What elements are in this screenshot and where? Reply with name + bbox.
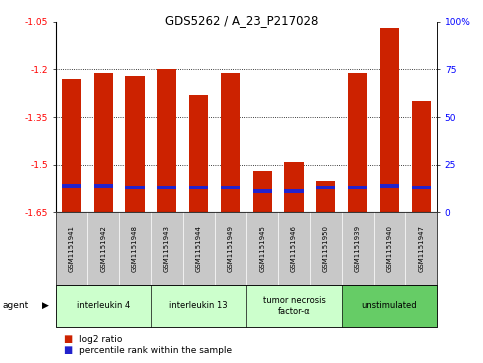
Bar — [126, 76, 144, 212]
Bar — [189, 95, 208, 212]
Bar — [284, 189, 303, 193]
Text: GSM1151947: GSM1151947 — [418, 225, 424, 272]
Text: ■: ■ — [63, 334, 72, 344]
Bar — [412, 101, 431, 212]
Bar — [253, 171, 272, 212]
Text: log2 ratio: log2 ratio — [79, 335, 122, 344]
Bar — [380, 28, 399, 212]
Text: tumor necrosis
factor-α: tumor necrosis factor-α — [263, 296, 326, 315]
Bar — [221, 185, 240, 189]
Text: interleukin 13: interleukin 13 — [170, 301, 228, 310]
Text: GSM1151941: GSM1151941 — [69, 225, 74, 272]
Bar — [284, 162, 303, 212]
Text: GSM1151942: GSM1151942 — [100, 225, 106, 272]
Bar — [94, 184, 113, 188]
Bar — [412, 185, 431, 189]
Bar — [253, 189, 272, 193]
Text: percentile rank within the sample: percentile rank within the sample — [79, 346, 232, 355]
Bar — [221, 73, 240, 212]
Bar — [94, 73, 113, 212]
Text: interleukin 4: interleukin 4 — [77, 301, 130, 310]
Text: GSM1151940: GSM1151940 — [386, 225, 392, 272]
Bar — [62, 184, 81, 188]
Bar — [157, 185, 176, 189]
Text: GSM1151944: GSM1151944 — [196, 225, 201, 272]
Bar — [157, 69, 176, 212]
Bar — [126, 185, 144, 189]
Text: GSM1151946: GSM1151946 — [291, 225, 297, 272]
Text: agent: agent — [2, 301, 28, 310]
Text: GSM1151943: GSM1151943 — [164, 225, 170, 272]
Text: GSM1151949: GSM1151949 — [227, 225, 233, 272]
Bar — [348, 73, 367, 212]
Bar — [348, 185, 367, 189]
Text: GDS5262 / A_23_P217028: GDS5262 / A_23_P217028 — [165, 15, 318, 28]
Bar — [316, 181, 335, 212]
Bar — [62, 79, 81, 212]
Bar — [189, 185, 208, 189]
Text: GSM1151948: GSM1151948 — [132, 225, 138, 272]
Text: GSM1151939: GSM1151939 — [355, 225, 361, 272]
Text: unstimulated: unstimulated — [362, 301, 417, 310]
Bar — [380, 184, 399, 188]
Bar — [316, 185, 335, 189]
Text: GSM1151950: GSM1151950 — [323, 225, 329, 272]
Text: GSM1151945: GSM1151945 — [259, 225, 265, 272]
Text: ■: ■ — [63, 345, 72, 355]
Text: ▶: ▶ — [43, 301, 49, 310]
